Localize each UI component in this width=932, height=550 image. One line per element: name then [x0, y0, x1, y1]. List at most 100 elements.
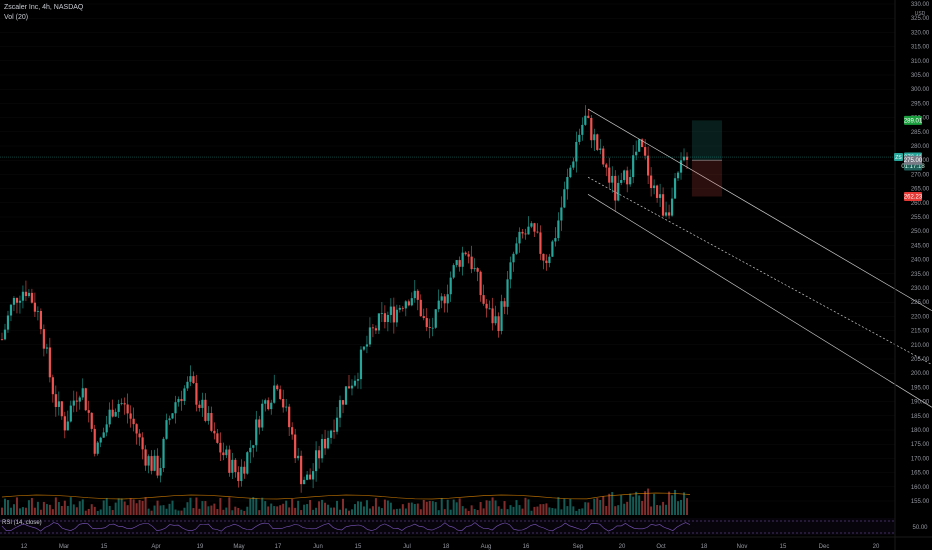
candle-body	[476, 268, 479, 272]
volume-bar	[626, 501, 629, 515]
candle-body	[335, 417, 339, 432]
volume-bar	[638, 495, 641, 515]
candle-body	[153, 455, 156, 471]
candle-body	[676, 172, 680, 179]
volume-bar	[599, 499, 602, 515]
volume-bar	[680, 499, 683, 515]
y-tick-label: 245.00	[911, 243, 930, 249]
long-position-tool[interactable]	[692, 120, 722, 197]
y-tick-label: 215.00	[911, 329, 930, 335]
volume-bar	[261, 497, 264, 515]
candle-body	[78, 397, 81, 402]
candle-body	[162, 438, 165, 469]
volume-bar	[479, 502, 482, 515]
candle-body	[111, 409, 114, 417]
volume-bar	[593, 498, 596, 515]
candle-body	[102, 432, 105, 438]
target-price-tag: 289.01	[904, 118, 923, 124]
volume-bar	[407, 502, 410, 515]
x-tick-label: 15	[355, 544, 362, 550]
y-tick-label: 185.00	[911, 414, 930, 420]
candle-body	[632, 155, 635, 178]
volume-bar	[225, 507, 228, 515]
volume-bar	[270, 503, 273, 515]
candle-body	[27, 292, 31, 297]
y-tick-label: 240.00	[911, 258, 930, 264]
volume-bar	[93, 506, 96, 515]
volume-bar	[656, 505, 659, 515]
volume-bar	[350, 509, 353, 515]
volume-bar	[156, 500, 159, 515]
volume-bar	[300, 510, 303, 515]
volume-bar	[33, 507, 36, 515]
candle-body	[602, 148, 605, 165]
volume-bar	[464, 508, 467, 515]
candle-body	[0, 339, 4, 340]
candle-body	[81, 388, 84, 398]
price-axis: 330.00 325.00 320.00 315.00 310.00 305.00 300.…	[894, 0, 930, 550]
volume-bar	[138, 500, 141, 515]
volume-indicator-label[interactable]: Vol (20)	[4, 14, 29, 21]
candle-body	[320, 438, 324, 459]
rsi-indicator-label[interactable]: RSI (14, close)	[2, 520, 42, 526]
volume-bar	[446, 499, 449, 515]
candle-body	[491, 308, 494, 324]
symbol-title[interactable]: Zscaler Inc, 4h, NASDAQ	[4, 4, 84, 11]
volume-bar	[632, 496, 635, 515]
candle-body	[36, 310, 39, 312]
volume-bar	[347, 510, 350, 515]
candle-body	[584, 115, 587, 125]
candle-body	[228, 449, 231, 473]
volume-bar	[39, 509, 42, 515]
volume-bar	[485, 500, 488, 515]
volume-bar	[404, 508, 407, 515]
candle-body	[428, 327, 431, 329]
candle-body	[554, 238, 557, 242]
x-tick-label: Oct	[656, 544, 666, 550]
candle-body	[338, 400, 342, 418]
candle-body	[685, 156, 689, 160]
volume-bar	[365, 500, 368, 515]
volume-bar	[596, 498, 599, 515]
candle-body	[386, 314, 389, 323]
candle-body	[593, 134, 596, 141]
candle-body	[45, 347, 48, 349]
x-tick-label: 20	[873, 544, 880, 550]
candle-body	[51, 377, 54, 395]
candle-body	[69, 405, 72, 422]
candle-body	[479, 271, 482, 296]
y-tick-label: 165.00	[911, 471, 930, 477]
candle-body	[536, 231, 539, 233]
candle-body	[515, 243, 518, 254]
volume-bar	[228, 497, 231, 515]
candle-body	[350, 385, 354, 389]
candle-body	[12, 297, 16, 305]
candle-body	[42, 329, 45, 349]
candle-body	[6, 315, 10, 330]
volume-bar	[527, 499, 530, 515]
volume-bar	[81, 499, 84, 515]
x-tick-label: Aug	[481, 544, 492, 550]
candle-body	[497, 316, 500, 332]
volume-bar	[144, 497, 147, 515]
candle-body	[500, 301, 503, 332]
volume-bar	[623, 503, 626, 515]
candle-body	[63, 416, 66, 431]
volume-bar	[635, 491, 638, 515]
volume-bar	[303, 504, 306, 515]
volume-bar	[659, 505, 662, 515]
volume-bar	[665, 504, 668, 515]
candle-body	[655, 185, 659, 198]
y-tick-label: 265.00	[911, 187, 930, 193]
candle-body	[30, 292, 34, 303]
candle-body	[368, 327, 372, 345]
y-tick-label: 255.00	[911, 215, 930, 221]
candle-body	[664, 212, 668, 216]
volume-bar	[276, 506, 279, 515]
candle-body	[87, 410, 90, 413]
x-tick-label: May	[233, 544, 244, 550]
volume-bar	[198, 508, 201, 515]
candle-body	[518, 231, 521, 244]
candle-body	[138, 433, 141, 438]
